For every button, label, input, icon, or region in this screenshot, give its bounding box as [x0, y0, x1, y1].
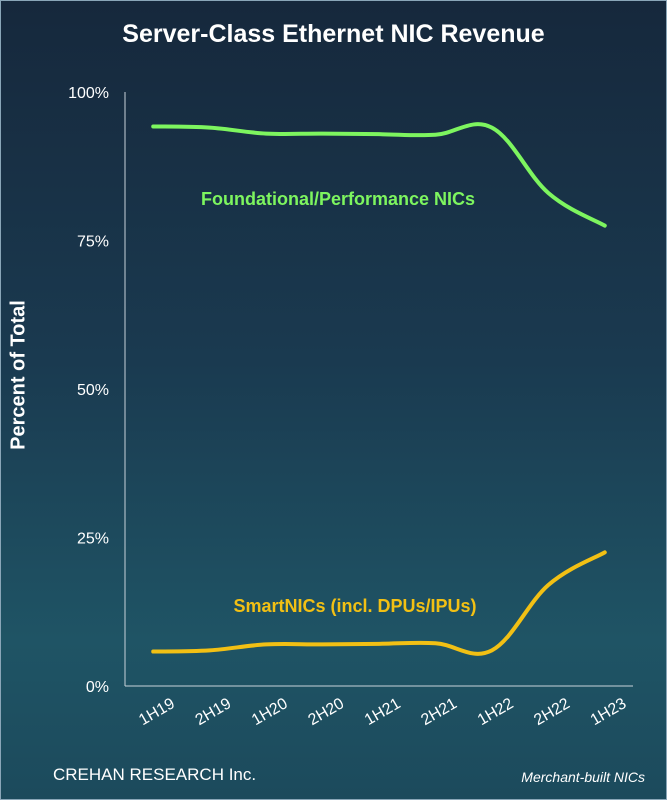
x-tick-label: 1H20: [249, 695, 291, 729]
y-tick-label: 50%: [77, 382, 109, 399]
y-tick-label: 100%: [68, 85, 109, 102]
x-tick-label: 2H20: [305, 695, 347, 729]
x-tick-label: 2H22: [531, 695, 573, 729]
x-tick-label: 2H21: [418, 695, 460, 729]
series-line-2: [151, 550, 607, 656]
x-tick-label: 1H19: [136, 695, 178, 729]
footnote: Merchant-built NICs: [521, 769, 645, 785]
x-tick-label: 1H21: [362, 695, 404, 729]
y-tick-label: 75%: [77, 234, 109, 251]
chart-title: Server-Class Ethernet NIC Revenue: [122, 20, 545, 48]
series-label-1: Foundational/Performance NICs: [201, 189, 475, 209]
x-tick-label: 1H23: [588, 695, 630, 729]
series-label-2: SmartNICs (incl. DPUs/IPUs): [233, 596, 476, 616]
x-tick-label: 1H22: [475, 695, 517, 729]
y-tick-label: 0%: [86, 679, 109, 696]
x-tick-label: 2H19: [193, 695, 235, 729]
series-line-1: [151, 122, 607, 228]
source-credit: CREHAN RESEARCH Inc.: [53, 765, 257, 784]
y-tick-label: 25%: [77, 531, 109, 548]
